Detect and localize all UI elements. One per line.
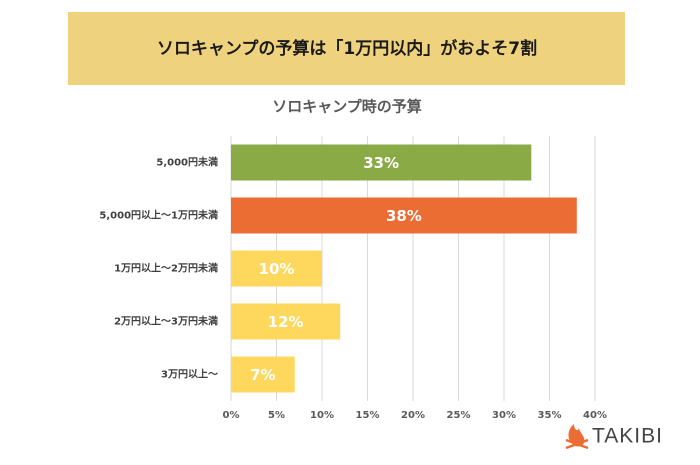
logo-text: TAKIBI — [592, 425, 663, 448]
x-tick-label: 5% — [268, 410, 285, 421]
x-tick-label: 40% — [583, 410, 607, 421]
banner — [68, 12, 625, 85]
bar — [231, 197, 577, 234]
y-tick-label: 1万円以上～2万円未満 — [114, 262, 218, 275]
y-tick-label: 2万円以上～3万円未満 — [114, 315, 218, 328]
bar — [231, 144, 532, 181]
x-tick-label: 15% — [356, 410, 380, 421]
chart-title: ソロキャンプ時の予算 — [272, 98, 422, 116]
x-tick-label: 25% — [447, 410, 471, 421]
bar — [231, 356, 295, 393]
y-tick-label: 5,000円以上～1万円未満 — [99, 209, 218, 222]
value-label: 10% — [259, 260, 295, 278]
y-tick-label: 3万円以上～ — [161, 368, 218, 381]
value-label: 33% — [363, 154, 399, 172]
bar — [231, 250, 322, 287]
x-tick-label: 35% — [538, 410, 562, 421]
logo-logs — [565, 438, 589, 450]
logo-flame — [568, 424, 585, 447]
x-tick-label: 30% — [492, 410, 516, 421]
bar — [231, 303, 341, 340]
y-tick-label: 5,000円未満 — [156, 156, 218, 169]
banner-title: ソロキャンプの予算は「1万円以内」がおよそ7割 — [157, 38, 537, 59]
x-tick-label: 10% — [310, 410, 334, 421]
logo: TAKIBI — [565, 424, 663, 450]
value-label: 12% — [268, 313, 304, 331]
x-tick-label: 0% — [223, 410, 240, 421]
x-tick-label: 20% — [401, 410, 425, 421]
value-label: 7% — [250, 366, 275, 384]
value-label: 38% — [386, 207, 422, 225]
